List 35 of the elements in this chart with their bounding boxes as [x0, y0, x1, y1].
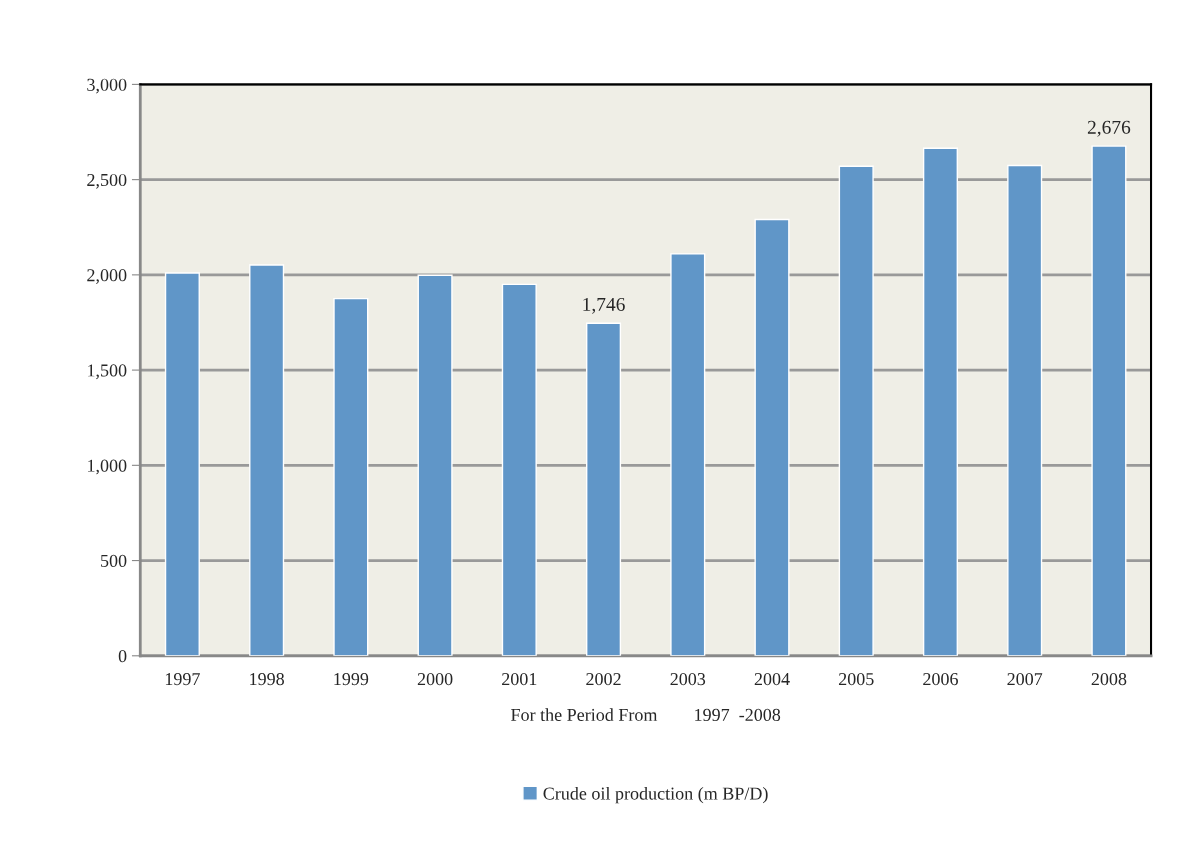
bar	[249, 264, 285, 656]
y-tick-label: 3,000	[87, 78, 127, 94]
legend-label: Crude oil production (m BP/D)	[543, 786, 768, 804]
y-tick-label: 1,000	[88, 459, 127, 475]
y-tick-label: 1,500	[88, 364, 127, 380]
bar	[586, 322, 622, 656]
x-tick-label: 2004	[754, 672, 790, 686]
x-tick-label: 2001	[502, 672, 537, 686]
bar	[333, 297, 369, 656]
y-tick-label: 0	[118, 650, 127, 663]
bar	[501, 283, 537, 656]
bar	[670, 253, 706, 656]
bar	[838, 165, 874, 656]
bar	[1091, 145, 1127, 656]
x-tick-label: 2007	[1007, 672, 1043, 686]
x-tick-label: 1998	[250, 672, 284, 686]
bar	[922, 147, 959, 656]
x-tick-label: 2008	[1091, 672, 1127, 686]
x-tick-label: 2006	[923, 672, 958, 686]
x-tick-label: 1999	[334, 673, 369, 686]
data-label: 1,746	[583, 297, 625, 314]
x-tick-label: 1997	[165, 673, 200, 686]
x-tick-label: 2000	[417, 672, 453, 686]
bar	[417, 274, 453, 656]
x-tick-label: 2003	[670, 672, 706, 686]
y-tick-label: 2,500	[87, 173, 127, 189]
x-tick-label: 2002	[586, 672, 621, 686]
bar	[754, 218, 790, 656]
x-axis-title: For the Period From 1997 -2008	[511, 708, 781, 721]
y-tick-label: 2,000	[87, 269, 127, 284]
data-label: 2,676	[1087, 120, 1131, 137]
y-tick-label: 500	[101, 554, 127, 567]
bar	[1007, 164, 1043, 656]
bar	[164, 272, 200, 656]
x-tick-label: 2005	[838, 672, 874, 686]
